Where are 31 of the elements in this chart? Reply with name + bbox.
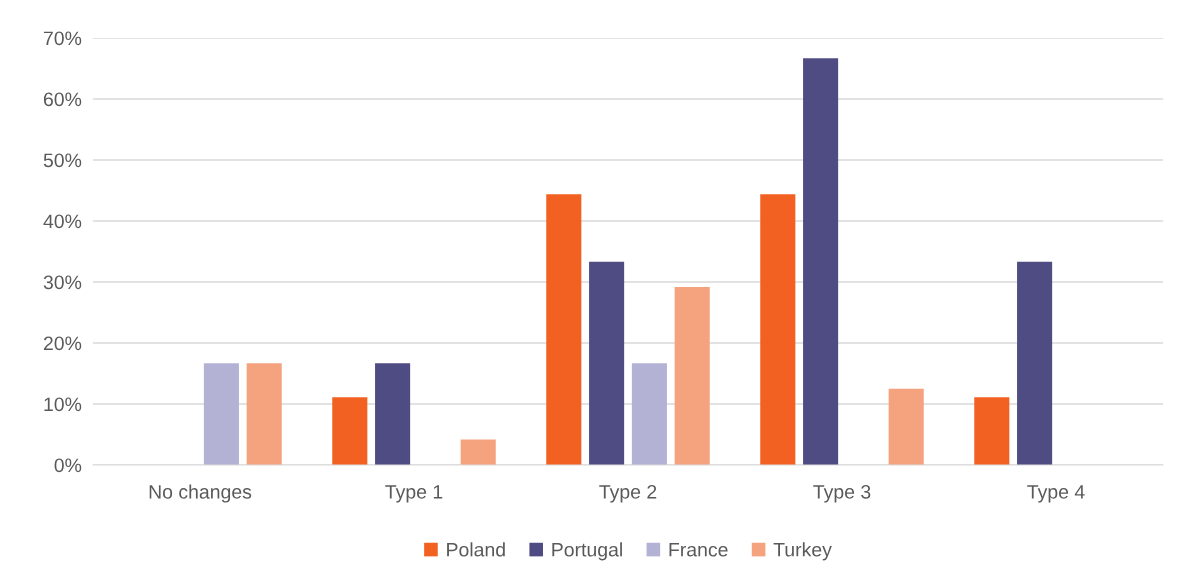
bar: [375, 363, 411, 465]
bar: [803, 58, 839, 465]
y-tick-label: 60%: [43, 92, 82, 107]
legend-label: Poland: [447, 542, 505, 557]
legend-label: France: [669, 542, 728, 557]
x-tick-label: Type 3: [813, 484, 871, 503]
bar: [460, 439, 496, 465]
x-tick-label: Type 2: [599, 484, 657, 503]
bar: [589, 261, 625, 465]
bar: [332, 397, 368, 465]
bar: [974, 397, 1010, 465]
bar: [203, 363, 239, 465]
x-tick-label: Type 4: [1027, 485, 1085, 503]
bar: [888, 388, 924, 465]
y-tick-label: 30%: [43, 275, 82, 290]
bar: [1017, 261, 1053, 465]
bar: [631, 363, 667, 465]
y-tick-label: 70%: [43, 31, 82, 46]
y-tick-label: 0%: [54, 458, 82, 473]
y-tick-label: 40%: [43, 214, 82, 229]
x-tick-label: No changes: [149, 484, 252, 503]
bar: [246, 363, 282, 465]
bar: [760, 194, 796, 465]
y-tick-label: 20%: [43, 336, 82, 351]
legend-label: Turkey: [773, 542, 832, 561]
bar: [674, 286, 710, 465]
y-tick-label: 50%: [43, 153, 82, 168]
y-tick-label: 10%: [44, 397, 82, 412]
x-tick-label: Type 1: [385, 485, 443, 503]
bar: [546, 194, 582, 465]
legend-label: Portugal: [552, 542, 622, 561]
